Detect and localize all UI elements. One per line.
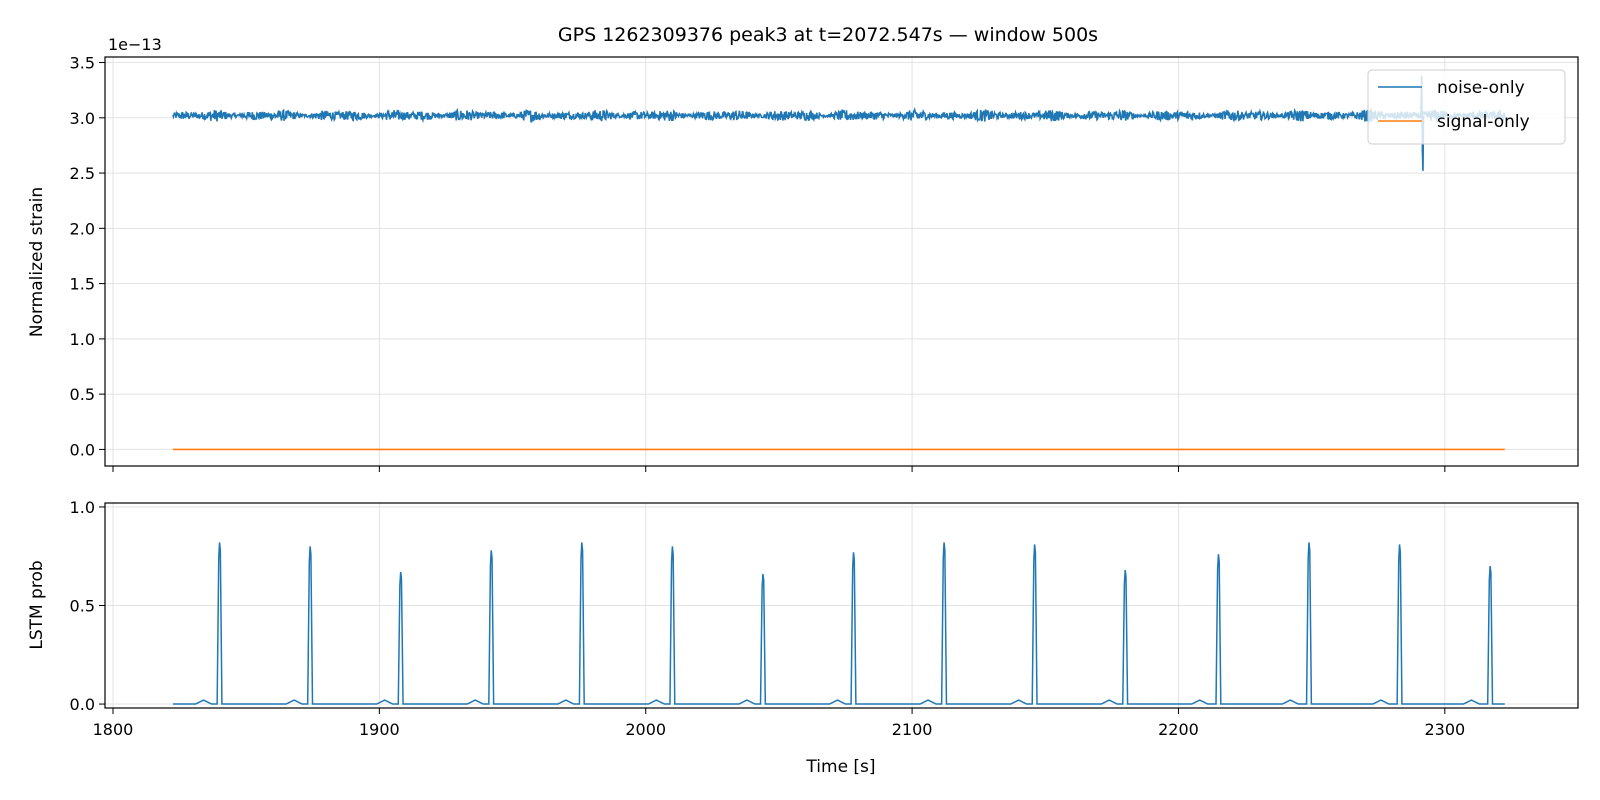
- lstm-prob-line: [172, 542, 1505, 705]
- time-x-tick-label: 2000: [625, 720, 666, 739]
- time-x-tick-label: 2200: [1158, 720, 1199, 739]
- lstm-grid: [105, 503, 1578, 708]
- legend: noise-only signal-only: [1367, 69, 1566, 145]
- strain-y-ticks: 0.0 0.5 1.0 1.5 2.0 2.5 3.0 3.5: [70, 54, 105, 459]
- lstm-y-tick-label: 1.0: [70, 498, 95, 517]
- strain-y-tick-label: 0.5: [70, 385, 95, 404]
- strain-panel: 0.0 0.5 1.0 1.5 2.0 2.5 3.0 3.5 1e−13 Normalize…: [27, 35, 1579, 472]
- strain-plot-frame: [104, 56, 1579, 467]
- chart-title: GPS 1262309376 peak3 at t=2072.547s — wi…: [558, 24, 1098, 46]
- strain-y-tick-label: 1.5: [70, 275, 95, 294]
- lstm-y-axis-label: LSTM prob: [27, 560, 47, 649]
- legend-label-signal-only: signal-only: [1437, 112, 1530, 132]
- strain-y-tick-label: 2.0: [70, 219, 95, 238]
- strain-y-tick-label: 0.0: [70, 440, 95, 459]
- strain-y-tick-label: 3.5: [70, 54, 95, 73]
- strain-series: [172, 75, 1506, 451]
- legend-box: [1367, 69, 1566, 145]
- time-x-tick-label: 2300: [1424, 720, 1465, 739]
- strain-y-tick-label: 1.0: [70, 330, 95, 349]
- lstm-series: [172, 542, 1505, 705]
- time-x-tick-label: 1800: [93, 720, 134, 739]
- strain-y-axis-label: Normalized strain: [27, 187, 47, 337]
- time-x-tick-label: 1900: [359, 720, 400, 739]
- lstm-y-ticks: 0.0 0.5 1.0: [70, 498, 105, 714]
- lstm-panel: 0.0 0.5 1.0 1800 1900 2000 2100 2200 2300 LSTM …: [27, 498, 1579, 777]
- strain-y-tick-label: 2.5: [70, 164, 95, 183]
- time-x-tick-label: 2100: [892, 720, 933, 739]
- time-x-ticks: 1800 1900 2000 2100 2200 2300: [93, 708, 1465, 739]
- lstm-y-tick-label: 0.5: [70, 597, 95, 616]
- strain-offset-text: 1e−13: [108, 35, 162, 54]
- legend-label-noise-only: noise-only: [1437, 78, 1525, 98]
- lstm-y-tick-label: 0.0: [70, 695, 95, 714]
- strain-y-tick-label: 3.0: [70, 109, 95, 128]
- noise-only-line: [172, 107, 1506, 124]
- x-axis-label: Time [s]: [805, 757, 875, 777]
- strain-x-tick-marks: [112, 466, 1446, 472]
